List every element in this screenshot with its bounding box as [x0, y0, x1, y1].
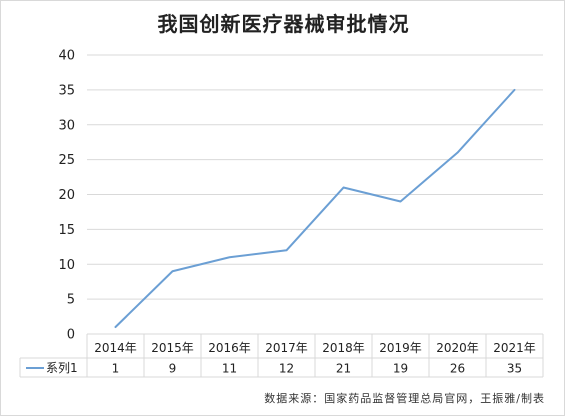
y-tick-label: 15 [58, 223, 75, 238]
x-tick-label: 2016年 [208, 341, 251, 355]
data-table-value: 26 [450, 362, 465, 376]
y-tick-label: 35 [58, 83, 75, 98]
data-table-value: 12 [279, 362, 294, 376]
y-tick-label: 25 [58, 153, 75, 168]
x-tick-label: 2021年 [493, 341, 536, 355]
data-table-value: 1 [112, 362, 120, 376]
x-tick-label: 2020年 [436, 341, 479, 355]
y-tick-label: 40 [58, 49, 75, 64]
y-tick-label: 20 [58, 188, 75, 203]
series-line [114, 88, 516, 329]
y-tick-label: 5 [67, 293, 75, 308]
x-tick-label: 2019年 [379, 341, 422, 355]
data-table-value: 9 [169, 362, 177, 376]
data-table-value: 19 [393, 362, 408, 376]
x-tick-label: 2015年 [151, 341, 194, 355]
y-tick-label: 30 [58, 118, 75, 133]
x-tick-label: 2018年 [322, 341, 365, 355]
data-table-value: 11 [222, 362, 237, 376]
data-table-value: 35 [507, 362, 522, 376]
legend-label: 系列1 [46, 361, 78, 375]
source-note: 数据来源：国家药品监督管理总局官网，王振雅/制表 [264, 392, 545, 405]
data-table-value: 21 [336, 362, 351, 376]
x-tick-label: 2017年 [265, 341, 308, 355]
y-tick-label: 0 [67, 328, 75, 343]
chart-title: 我国创新医疗器械审批情况 [157, 12, 410, 36]
x-tick-label: 2014年 [94, 341, 137, 355]
y-tick-label: 10 [58, 258, 75, 273]
